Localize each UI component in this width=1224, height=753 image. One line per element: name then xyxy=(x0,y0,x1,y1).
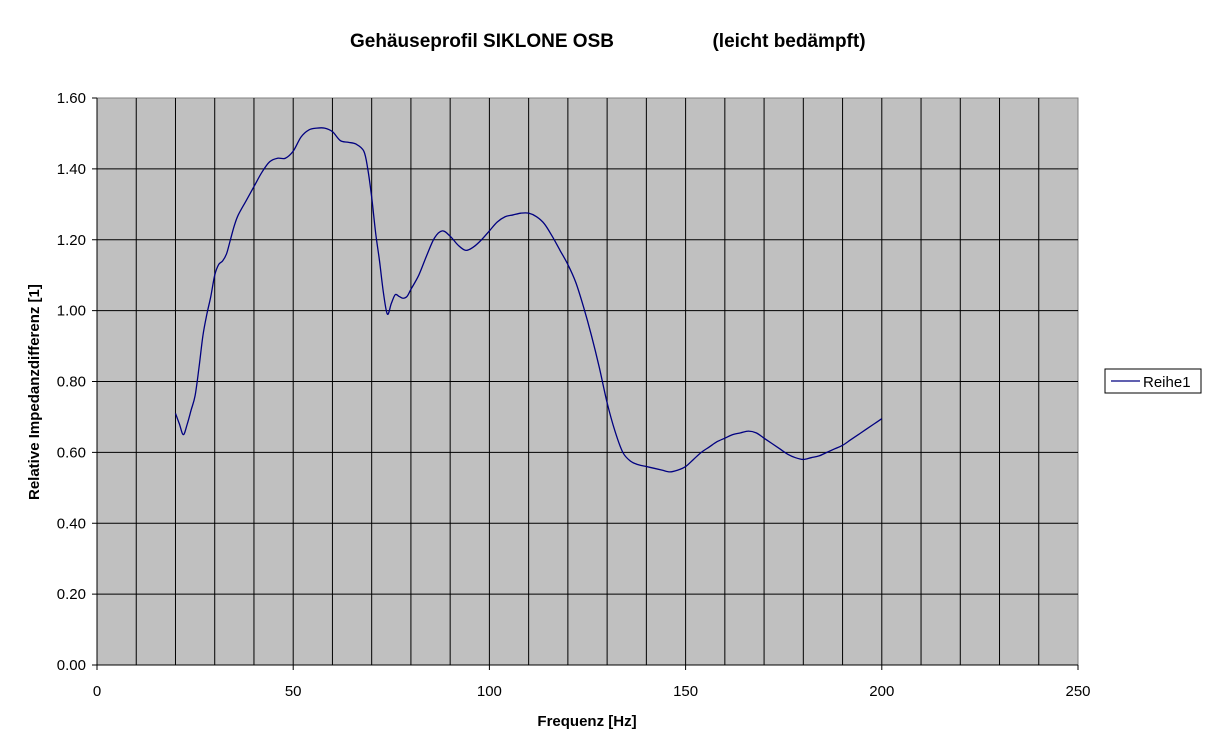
x-tick-label: 200 xyxy=(869,683,894,700)
y-tick-label: 0.80 xyxy=(57,374,86,391)
x-tick-label: 150 xyxy=(673,683,698,700)
legend-label-reihe1: Reihe1 xyxy=(1143,374,1191,391)
horizontal-gridlines xyxy=(97,168,1078,595)
x-tick-label: 0 xyxy=(93,683,101,700)
y-tick-label: 0.20 xyxy=(57,586,86,603)
x-tick-label: 100 xyxy=(477,683,502,700)
chart-subtitle: (leicht bedämpft) xyxy=(712,31,865,52)
y-tick-label: 0.40 xyxy=(57,515,86,532)
y-tick-label: 1.40 xyxy=(57,161,86,178)
x-tick-label: 50 xyxy=(285,683,302,700)
series-line-reihe1 xyxy=(174,127,883,473)
y-tick-label: 1.00 xyxy=(57,303,86,320)
y-axis-title: Relative Impedanzdifferenz [1] xyxy=(26,284,43,500)
y-axis-ticks: 0.00 0.20 0.40 0.60 0.80 1.00 1.20 1.40 1.60 xyxy=(57,90,98,674)
x-axis-ticks: 0 50 100 150 200 250 xyxy=(93,664,1091,700)
y-tick-label: 1.60 xyxy=(57,90,86,107)
x-tick-label: 250 xyxy=(1065,683,1090,700)
y-tick-label: 0.60 xyxy=(57,444,86,461)
y-tick-label: 0.00 xyxy=(57,657,86,674)
x-axis-title: Frequenz [Hz] xyxy=(537,713,636,730)
y-tick-label: 1.20 xyxy=(57,232,86,249)
legend: Reihe1 xyxy=(1104,368,1202,394)
chart-title: Gehäuseprofil SIKLONE OSB xyxy=(350,31,614,52)
